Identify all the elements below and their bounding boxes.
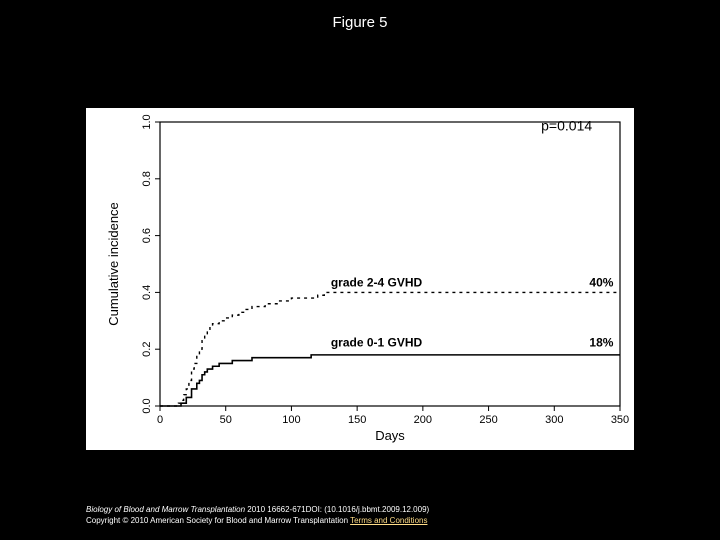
svg-text:grade 0-1 GVHD: grade 0-1 GVHD xyxy=(331,335,423,349)
svg-text:0.6: 0.6 xyxy=(141,228,153,243)
footer: Biology of Blood and Marrow Transplantat… xyxy=(86,504,429,526)
terms-link[interactable]: Terms and Conditions xyxy=(350,516,427,525)
figure-title: Figure 5 xyxy=(0,14,720,31)
svg-text:Cumulative incidence: Cumulative incidence xyxy=(106,202,121,326)
svg-text:200: 200 xyxy=(414,414,432,426)
svg-text:18%: 18% xyxy=(589,335,613,349)
svg-text:350: 350 xyxy=(611,414,629,426)
svg-text:0.2: 0.2 xyxy=(141,342,153,357)
svg-text:100: 100 xyxy=(282,414,300,426)
chart-container: 0 50 100 150 200 250 300 350 0.0 0.2 0.4 0.6 0.8 1.0 D… xyxy=(86,108,634,450)
svg-text:0: 0 xyxy=(157,414,163,426)
svg-text:250: 250 xyxy=(479,414,497,426)
svg-text:50: 50 xyxy=(220,414,232,426)
svg-text:p=0.014: p=0.014 xyxy=(541,118,592,134)
cumulative-incidence-chart: 0 50 100 150 200 250 300 350 0.0 0.2 0.4 0.6 0.8 1.0 D… xyxy=(86,108,634,450)
journal-name: Biology of Blood and Marrow Transplantat… xyxy=(86,505,245,514)
svg-text:0.8: 0.8 xyxy=(141,171,153,186)
svg-text:0.4: 0.4 xyxy=(141,285,153,300)
citation-text: 2010 16662-671DOI: (10.1016/j.bbmt.2009.… xyxy=(245,505,429,514)
svg-text:150: 150 xyxy=(348,414,366,426)
svg-text:0.0: 0.0 xyxy=(141,398,153,413)
svg-text:300: 300 xyxy=(545,414,563,426)
svg-text:40%: 40% xyxy=(589,276,613,290)
svg-text:grade 2-4 GVHD: grade 2-4 GVHD xyxy=(331,276,423,290)
svg-text:1.0: 1.0 xyxy=(141,114,153,129)
copyright-text: Copyright © 2010 American Society for Bl… xyxy=(86,516,350,525)
svg-text:Days: Days xyxy=(375,428,405,443)
